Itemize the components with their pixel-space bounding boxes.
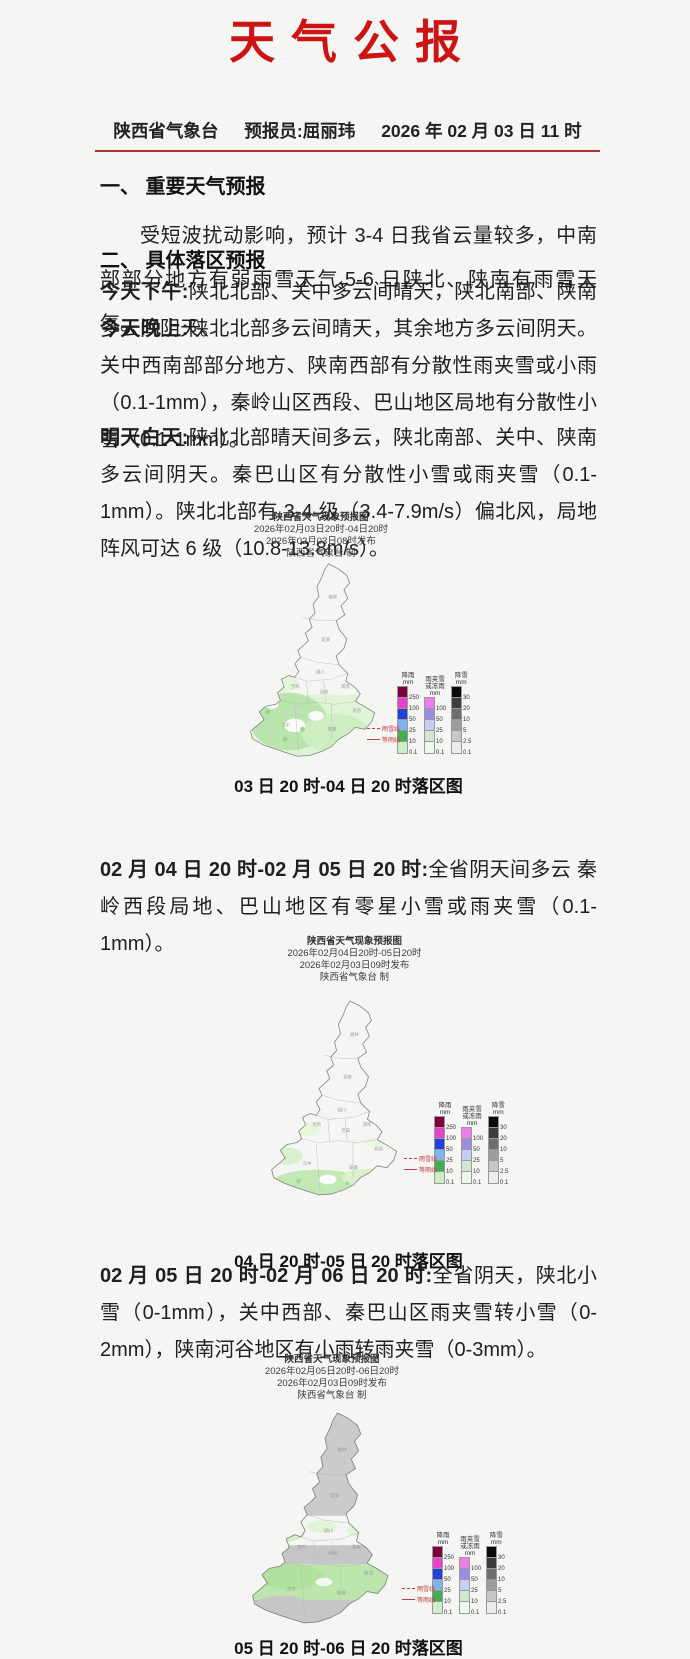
paragraph-lead: 02 月 05 日 20 时-02 月 06 日 20 时: <box>100 1265 433 1287</box>
svg-text:商洛: 商洛 <box>364 1570 374 1577</box>
map-issued: 2026年02月03日09时发布 <box>299 960 410 971</box>
weather-map-figure-2: 陕西省天气现象预报图 2026年02月04日20时-05日20时 2026年02… <box>252 930 508 1225</box>
snow-scale: 降雪 mm 30 20 10 5 2.5 0.1 <box>486 1532 506 1616</box>
map-issued: 2026年02月03日09时发布 <box>277 1378 387 1389</box>
paragraph-text: 陕北北部晴天间多云，陕北南部、关中、陕南多云间阴天。秦巴山区有分散性小雪或雨夹雪… <box>100 427 597 560</box>
svg-text:榆林: 榆林 <box>338 1446 348 1453</box>
map-title: 陕西省天气现象预报图 <box>306 936 402 947</box>
svg-text:汉中: 汉中 <box>286 1585 296 1592</box>
snow-scale: 降雪 mm 30 20 10 5 2.5 0.1 <box>488 1102 508 1186</box>
section1-heading: 一、 重要天气预报 <box>100 176 266 198</box>
svg-text:铜川: 铜川 <box>338 1107 347 1114</box>
paragraph-text: 陕北北部多云间晴天，其余地方多云间阴天。关中西南部部分地方、陕南西部有分散性雨夹… <box>100 318 597 451</box>
map-title: 陕西省天气现象预报图 <box>284 1354 380 1365</box>
svg-text:延安: 延安 <box>322 636 331 643</box>
paragraph-lead: 今天下午: <box>100 281 189 303</box>
forecast-paragraph-feb5: 02 月 05 日 20 时-02 月 06 日 20 时:全省阴天，陕北小雪（… <box>100 1258 597 1369</box>
map-period: 2026年02月05日20时-06日20时 <box>264 1366 400 1377</box>
forecaster: 预报员:屈丽玮 <box>244 121 356 141</box>
sleet-scale: 雨夹雪 或冻雨 mm 100 50 25 10 0.1 <box>459 1536 482 1616</box>
page-title: 天气公报 <box>229 16 477 68</box>
svg-text:榆林: 榆林 <box>329 593 338 600</box>
issue-datetime: 2026 年 02 月 03 日 11 时 <box>381 121 582 141</box>
map-credit: 陕西省气象台 制 <box>297 1390 367 1401</box>
section1-body: 受短波扰动影响，预计 3-4 日我省云量较多，中南部部分地方有弱雨雪天气,5-6… <box>100 225 597 335</box>
paragraph-lead: 今天晚上: <box>100 318 189 340</box>
svg-text:铜川: 铜川 <box>324 1528 334 1535</box>
svg-text:西安: 西安 <box>341 1127 350 1134</box>
svg-text:西安: 西安 <box>328 1550 338 1557</box>
map-issued: 2026年02月03日08时发布 <box>266 536 376 547</box>
section2-heading: 二、 具体落区预报 <box>100 250 266 272</box>
svg-text:延安: 延安 <box>343 1074 352 1081</box>
svg-text:渭南: 渭南 <box>363 1121 372 1128</box>
svg-text:渭南: 渭南 <box>341 683 350 690</box>
map-credit: 陕西省气象台 制 <box>286 548 356 559</box>
paragraph-lead: 明天白天: <box>100 427 189 449</box>
map-caption-3: 05 日 20 时-06 日 20 时落区图 <box>234 1639 463 1658</box>
map-title: 陕西省天气现象预报图 <box>273 512 369 523</box>
weather-map-figure-3: 陕西省天气现象预报图 2026年02月05日20时-06日20时 2026年02… <box>232 1352 506 1640</box>
map-period: 2026年02月03日20时-04日20时 <box>253 524 389 535</box>
map-credit: 陕西省气象台 制 <box>319 972 390 983</box>
svg-text:铜川: 铜川 <box>316 669 325 676</box>
paragraph-text: 全省阴天，陕北小雪（0-1mm），关中西部、秦巴山区雨夹雪转小雪（0-2mm），… <box>100 1265 597 1361</box>
forecast-paragraph-afternoon: 今天下午:陕北北部、关中多云间晴天，陕北南部、陕南多云间阴天。 <box>100 274 597 348</box>
sleet-scale: 雨夹雪 或冻雨 mm 100 50 25 10 0.1 <box>461 1106 484 1186</box>
rain-scale: 降雨 mm 250 100 50 25 10 0.1 <box>432 1532 454 1616</box>
map-legend: 降雨 mm 250 100 50 25 10 0.1 雨夹雪 或冻雨 mm 100 50 25 10 0.1 降… <box>404 1102 508 1186</box>
boundary-line-legend: 雨雪线 等雨线 <box>367 724 400 744</box>
forecast-paragraph-tomorrow: 明天白天:陕北北部晴天间多云，陕北南部、关中、陕南多云间阴天。秦巴山区有分散性小… <box>100 420 597 568</box>
sleet-scale: 雨夹雪 或冻雨 mm 100 50 25 10 0.1 <box>424 676 447 756</box>
svg-text:安康: 安康 <box>349 1164 358 1171</box>
forecast-paragraph-tonight: 今天晚上:陕北北部多云间晴天，其余地方多云间阴天。关中西南部部分地方、陕南西部有… <box>100 311 597 459</box>
rain-scale: 降雨 mm 250 100 50 25 10 0.1 <box>397 672 419 756</box>
svg-text:西安: 西安 <box>320 689 329 696</box>
meta-line: 陕西省气象台 预报员:屈丽玮 2026 年 02 月 03 日 11 时 <box>95 118 600 152</box>
rain-scale: 降雨 mm 250 100 50 25 10 0.1 <box>434 1102 456 1186</box>
map-header: 陕西省天气现象预报图 2026年02月03日20时-04日20时 2026年02… <box>228 512 414 560</box>
svg-text:安康: 安康 <box>337 1590 347 1597</box>
map-caption-2: 04 日 20 时-05 日 20 时落区图 <box>234 1252 463 1271</box>
svg-text:宝鸡: 宝鸡 <box>291 683 300 690</box>
svg-text:宝鸡: 宝鸡 <box>312 1121 321 1128</box>
map-header: 陕西省天气现象预报图 2026年02月04日20时-05日20时 2026年02… <box>252 936 457 984</box>
boundary-line-legend: 雨雪线 等雨线 <box>404 1154 437 1174</box>
weather-map-figure-1: 陕西省天气现象预报图 2026年02月03日20时-04日20时 2026年02… <box>225 512 485 774</box>
boundary-line-legend: 雨雪线 等雨线 <box>402 1584 435 1604</box>
svg-text:榆林: 榆林 <box>350 1031 359 1038</box>
forecast-paragraph-feb4: 02 月 04 日 20 时-02 月 05 日 20 时:全省阴天间多云 秦岭… <box>100 852 597 963</box>
svg-text:渭南: 渭南 <box>351 1543 361 1550</box>
station-name: 陕西省气象台 <box>113 121 219 141</box>
snow-scale: 降雪 mm 30 20 10 5 2.5 0.1 <box>451 672 471 756</box>
paragraph-text: 全省阴天间多云 秦岭西段局地、巴山地区有零星小雪或雨夹雪（0.1-1mm）。 <box>100 859 597 955</box>
svg-text:商洛: 商洛 <box>353 707 362 714</box>
map-legend: 降雨 mm 250 100 50 25 10 0.1 雨夹雪 或冻雨 mm 100 50 25 10 0.1 降… <box>402 1532 506 1616</box>
svg-text:延安: 延安 <box>330 1492 340 1499</box>
map-period: 2026年02月04日20时-05日20时 <box>287 948 422 959</box>
svg-text:汉中: 汉中 <box>303 1160 312 1167</box>
svg-text:商洛: 商洛 <box>374 1145 383 1152</box>
map-header: 陕西省天气现象预报图 2026年02月05日20时-06日20时 2026年02… <box>232 1354 432 1402</box>
svg-text:安康: 安康 <box>328 725 337 732</box>
paragraph-lead: 02 月 04 日 20 时-02 月 05 日 20 时: <box>100 859 429 881</box>
map-legend: 降雨 mm 250 100 50 25 10 0.1 雨夹雪 或冻雨 mm 100 50 25 10 0.1 降… <box>367 672 471 756</box>
map-caption-1: 03 日 20 时-04 日 20 时落区图 <box>234 777 463 796</box>
paragraph-text: 陕北北部、关中多云间晴天，陕北南部、陕南多云间阴天。 <box>100 281 597 340</box>
svg-text:宝鸡: 宝鸡 <box>297 1543 307 1550</box>
svg-text:汉中: 汉中 <box>281 721 290 728</box>
